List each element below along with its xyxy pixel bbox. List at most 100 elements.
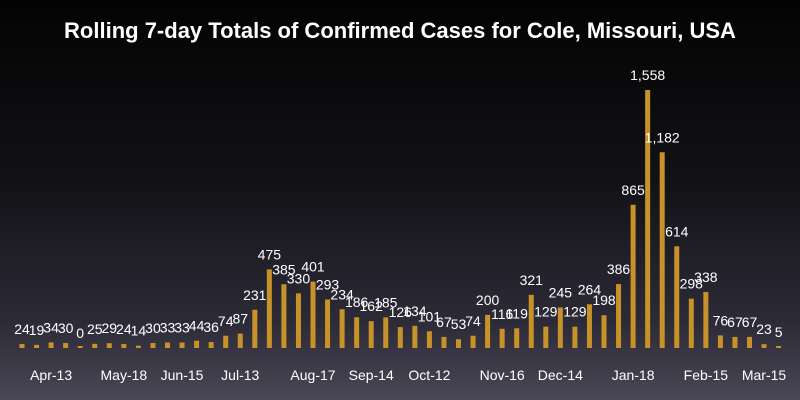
bar — [528, 294, 534, 348]
bar — [208, 342, 214, 348]
data-label: 293 — [316, 276, 340, 292]
data-label: 321 — [520, 272, 544, 288]
data-label: 129 — [534, 304, 558, 320]
bar — [645, 90, 651, 348]
bar — [106, 343, 112, 348]
data-label: 386 — [607, 261, 631, 277]
x-tick-label: Apr-13 — [30, 367, 72, 383]
data-label: 116 — [491, 306, 514, 322]
bar — [295, 293, 301, 348]
data-label: 119 — [506, 305, 529, 321]
data-label: 67 — [436, 314, 452, 330]
bar — [514, 328, 520, 348]
data-label: 34 — [43, 319, 59, 335]
bar — [456, 339, 461, 348]
x-tick-label: Feb-15 — [684, 367, 729, 383]
data-label: 53 — [451, 316, 467, 332]
data-label: 87 — [232, 311, 248, 327]
x-axis: Apr-13 May-18 Jun-15 Jul-13 Aug-17 Sep-14 Oct-… — [30, 367, 786, 383]
data-label: 1,558 — [630, 67, 665, 83]
bar — [441, 336, 447, 348]
bar — [688, 298, 694, 348]
bar — [77, 346, 83, 348]
bar — [121, 344, 127, 348]
data-label: 264 — [578, 281, 602, 297]
data-label: 33 — [174, 320, 190, 336]
bar — [572, 326, 578, 348]
bar — [601, 315, 607, 348]
bar — [354, 317, 360, 348]
bar — [674, 246, 680, 348]
bar — [150, 343, 156, 348]
bar — [485, 314, 491, 348]
bar — [426, 331, 432, 348]
data-label: 29 — [102, 320, 118, 336]
data-label: 614 — [665, 223, 689, 239]
data-label: 338 — [694, 269, 718, 285]
bar — [761, 344, 767, 348]
bar — [19, 344, 25, 348]
data-label: 298 — [680, 276, 704, 292]
data-label: 330 — [287, 270, 311, 286]
bar — [586, 304, 592, 348]
x-tick-label: Aug-17 — [290, 367, 335, 383]
x-tick-label: Mar-15 — [742, 367, 787, 383]
bar — [63, 343, 69, 348]
data-label: 23 — [756, 321, 772, 337]
bar — [397, 327, 403, 348]
bar — [383, 317, 389, 348]
x-tick-label: Jun-15 — [161, 367, 204, 383]
data-label: 33 — [160, 320, 176, 336]
data-label: 385 — [272, 261, 296, 277]
data-label: 24 — [116, 321, 132, 337]
x-tick-label: Sep-14 — [349, 367, 394, 383]
bar — [717, 335, 723, 348]
data-label: 134 — [403, 303, 427, 319]
bar — [616, 284, 622, 348]
data-label: 865 — [621, 182, 645, 198]
bar — [325, 299, 331, 348]
bar — [470, 335, 476, 348]
bar — [776, 346, 782, 348]
data-label: 24 — [14, 321, 30, 337]
data-label: 36 — [203, 319, 219, 335]
bar — [48, 342, 54, 348]
data-label: 475 — [258, 246, 282, 262]
data-label: 234 — [330, 286, 354, 302]
data-label: 186 — [345, 294, 369, 310]
data-label: 25 — [87, 321, 103, 337]
bar — [237, 333, 243, 348]
bar — [412, 325, 418, 348]
bar — [630, 204, 636, 348]
data-label: 162 — [360, 298, 384, 314]
data-label: 5 — [775, 324, 783, 340]
data-label: 74 — [465, 313, 481, 329]
data-label: 1,182 — [645, 129, 680, 145]
data-label: 30 — [145, 320, 161, 336]
x-tick-label: Jul-13 — [221, 367, 259, 383]
data-label: 200 — [476, 292, 500, 308]
data-label: 101 — [418, 308, 442, 324]
bar — [194, 340, 200, 348]
bar — [499, 328, 505, 348]
bar — [659, 152, 665, 348]
data-label: 198 — [592, 292, 616, 308]
data-label: 30 — [58, 320, 74, 336]
bar — [252, 309, 258, 348]
data-label: 67 — [742, 314, 758, 330]
data-label: 74 — [218, 313, 234, 329]
bar — [310, 281, 316, 348]
bar — [266, 269, 272, 348]
bar — [223, 335, 229, 348]
bars-layer — [19, 90, 782, 348]
x-tick-label: Oct-12 — [408, 367, 450, 383]
data-label: 0 — [76, 325, 84, 341]
bar — [732, 336, 738, 348]
data-label: 129 — [563, 304, 587, 320]
bar — [34, 344, 40, 348]
x-tick-label: May-18 — [101, 367, 148, 383]
bar — [557, 307, 563, 348]
data-label: 245 — [549, 284, 573, 300]
x-tick-label: Jan-18 — [612, 367, 655, 383]
